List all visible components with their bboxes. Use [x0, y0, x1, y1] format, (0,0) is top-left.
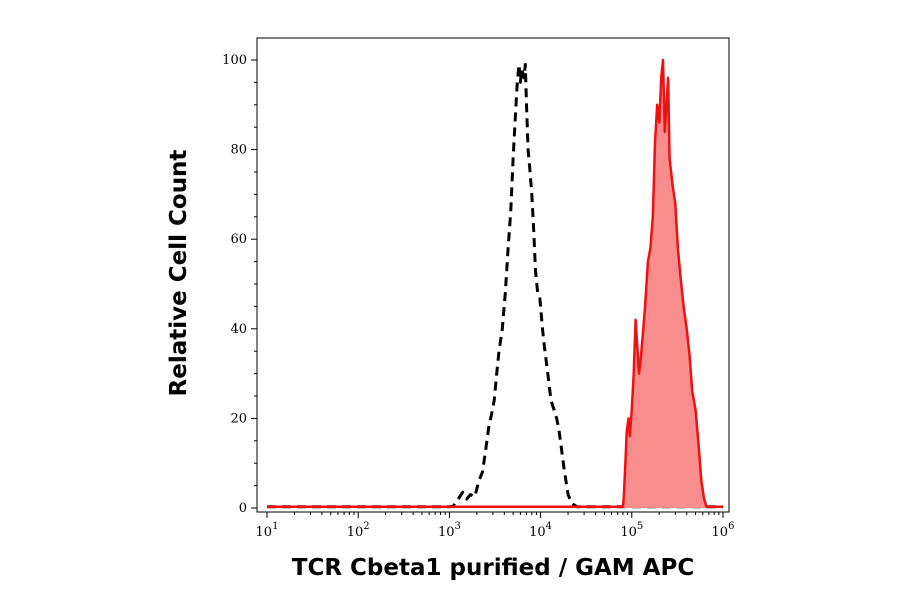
series-1-line [267, 63, 723, 509]
x-axis-title: TCR Cbeta1 purified / GAM APC [292, 555, 694, 581]
x-tick-label-1: 101 [256, 521, 279, 540]
ticks-layer: 0 20 40 60 80 100 101 102 103 104 105 106 [222, 53, 734, 540]
x-tick-label-4: 104 [529, 521, 552, 540]
y-tick-label-20: 20 [230, 411, 247, 426]
series-2-fill [267, 60, 723, 508]
x-tick-label-6: 106 [712, 521, 735, 540]
x-tick-label-2: 102 [347, 521, 370, 540]
series-layer [267, 58, 723, 509]
y-tick-label-80: 80 [230, 143, 247, 158]
x-tick-label-5: 105 [620, 521, 643, 540]
series-2-line [267, 58, 723, 508]
x-tick-label-3: 103 [438, 521, 461, 540]
y-axis-title: Relative Cell Count [166, 150, 192, 397]
y-tick-label-100: 100 [222, 53, 247, 68]
y-tick-label-60: 60 [230, 232, 247, 247]
y-tick-label-40: 40 [230, 322, 247, 337]
y-tick-label-0: 0 [239, 501, 247, 516]
